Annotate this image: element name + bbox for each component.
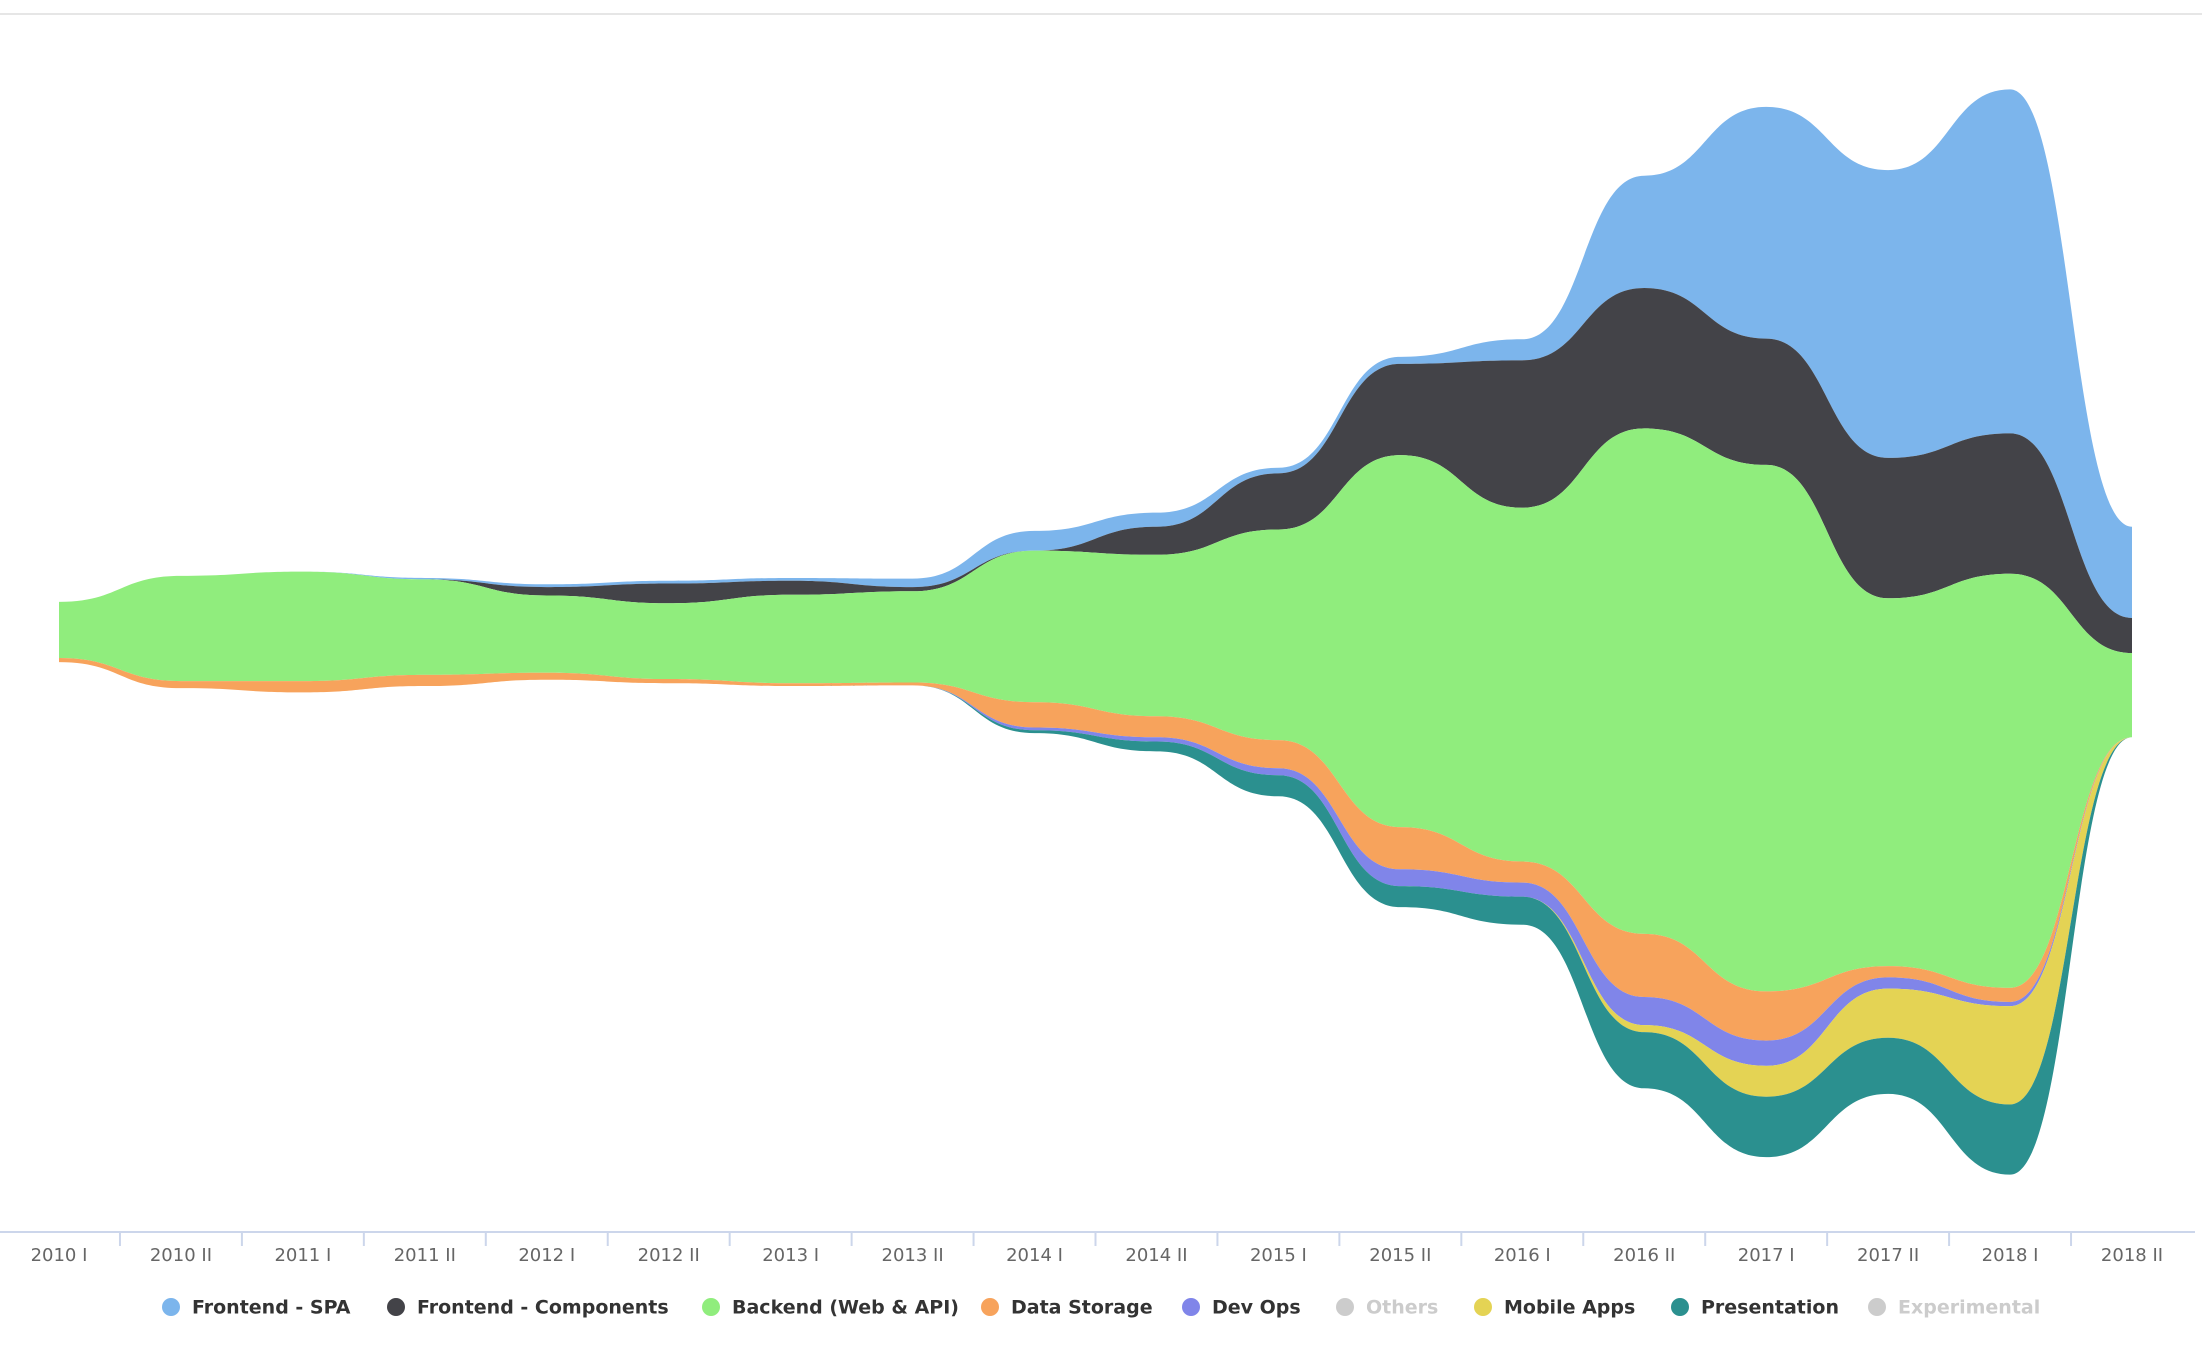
x-tick-label: 2018 I — [1982, 1245, 2039, 1266]
legend-item[interactable]: Frontend - Components — [387, 1297, 669, 1319]
legend-marker — [1868, 1298, 1886, 1316]
legend-label: Frontend - SPA — [192, 1297, 351, 1319]
x-tick-label: 2012 I — [518, 1245, 575, 1266]
legend-label: Data Storage — [1011, 1297, 1153, 1319]
x-tick-label: 2010 I — [31, 1245, 88, 1266]
stream-area — [59, 89, 2132, 618]
legend-label: Mobile Apps — [1504, 1297, 1635, 1319]
legend-item[interactable]: Presentation — [1671, 1297, 1839, 1319]
legend-item[interactable]: Dev Ops — [1182, 1297, 1301, 1319]
legend-label: Presentation — [1701, 1297, 1839, 1319]
legend-item[interactable]: Mobile Apps — [1474, 1297, 1635, 1319]
x-tick-label: 2017 II — [1857, 1245, 1919, 1266]
legend-label: Experimental — [1898, 1297, 2040, 1319]
x-tick-label: 2018 II — [2101, 1245, 2163, 1266]
x-tick-label: 2011 II — [394, 1245, 456, 1266]
legend-label: Frontend - Components — [417, 1297, 669, 1319]
x-tick-label: 2014 I — [1006, 1245, 1063, 1266]
legend-marker — [1474, 1298, 1492, 1316]
x-tick-label: 2011 I — [274, 1245, 331, 1266]
legend-item[interactable]: Data Storage — [981, 1297, 1153, 1319]
legend-marker — [1182, 1298, 1200, 1316]
x-tick-label: 2013 I — [762, 1245, 819, 1266]
legend-marker — [981, 1298, 999, 1316]
legend-marker — [1336, 1298, 1354, 1316]
x-tick-label: 2016 I — [1494, 1245, 1551, 1266]
x-tick-label: 2013 II — [882, 1245, 944, 1266]
x-tick-label: 2015 II — [1369, 1245, 1431, 1266]
stream-area — [59, 657, 2132, 1041]
stream-area — [59, 288, 2132, 654]
legend-marker — [1671, 1298, 1689, 1316]
legend-label: Dev Ops — [1212, 1297, 1301, 1319]
x-tick-label: 2017 I — [1738, 1245, 1795, 1266]
legend-item[interactable]: Others — [1336, 1297, 1438, 1319]
legend-label: Others — [1366, 1297, 1438, 1319]
stream-area — [59, 662, 2132, 1175]
legend-item[interactable]: Experimental — [1868, 1297, 2040, 1319]
x-tick-label: 2010 II — [150, 1245, 212, 1266]
legend-label: Backend (Web & API) — [732, 1297, 959, 1319]
x-tick-label: 2014 II — [1125, 1245, 1187, 1266]
legend-marker — [702, 1298, 720, 1316]
x-tick-label: 2015 I — [1250, 1245, 1307, 1266]
legend-item[interactable]: Frontend - SPA — [162, 1297, 351, 1319]
stream-area — [59, 428, 2132, 992]
legend-item[interactable]: Backend (Web & API) — [702, 1297, 959, 1319]
legend-marker — [387, 1298, 405, 1316]
x-tick-label: 2016 II — [1613, 1245, 1675, 1266]
x-tick-label: 2012 II — [638, 1245, 700, 1266]
legend-marker — [162, 1298, 180, 1316]
